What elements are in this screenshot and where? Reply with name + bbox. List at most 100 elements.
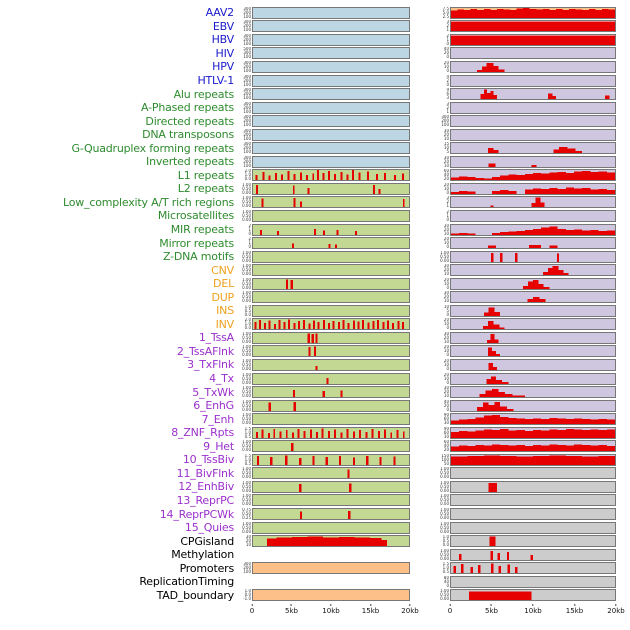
track-row: 2_TssAFlnk 1.00 0.50 0.00 20 10 0 xyxy=(0,345,630,359)
y-tick-label: 1.00 xyxy=(242,345,251,350)
y-tick-label: 90 xyxy=(443,426,449,431)
y-tick-label: 100 xyxy=(243,54,251,60)
left-track-panel-empty xyxy=(252,549,410,561)
y-tick-label: 0.50 xyxy=(440,253,449,259)
y-tick-label: 100 xyxy=(243,13,251,19)
y-tick-label: 0 xyxy=(446,244,449,250)
right-y-axis-ticks: 1.0 0.5 0.0 xyxy=(436,535,450,547)
track-row: MIR repeats 2 1 0 30 20 10 xyxy=(0,223,630,237)
y-tick-label: 80 xyxy=(443,575,449,580)
right-y-axis-ticks: 1.00 0.50 0.00 xyxy=(436,467,450,479)
y-tick-label: 4 xyxy=(446,74,449,79)
y-tick-label: 60 xyxy=(443,429,449,435)
x-axis-right-panel: 0 5kb 10kb 15kb 20kb xyxy=(448,604,625,617)
track-label: 9_Het xyxy=(203,439,234,453)
left-y-axis-ticks: 2.0 1.0 0.0 xyxy=(238,318,252,330)
signal-plot xyxy=(451,415,615,425)
y-tick-label: 200 xyxy=(243,23,251,29)
left-track-panel xyxy=(252,413,410,426)
track-row: 3_TxFlnk 1.00 0.50 0.00 20 10 0 xyxy=(0,358,630,372)
y-tick-label: 6 xyxy=(446,91,449,97)
track-label: INS xyxy=(216,304,234,318)
y-tick-label: 1.00 xyxy=(242,480,251,485)
y-tick-label: 200 xyxy=(243,145,251,151)
left-track-panel xyxy=(252,223,410,236)
signal-plot xyxy=(261,198,405,208)
y-tick-label: 40 xyxy=(443,443,449,449)
left-y-axis-ticks: 1.00 0.50 0.00 xyxy=(238,196,252,208)
y-tick-label: 30 xyxy=(245,535,251,540)
left-track-panel xyxy=(252,277,410,290)
y-tick-label: 10 xyxy=(443,298,449,304)
y-tick-label: 2 xyxy=(446,23,449,29)
right-track-panel xyxy=(450,182,616,195)
signal-plot xyxy=(255,170,404,181)
signal-plot xyxy=(451,116,615,126)
y-tick-label: 30 xyxy=(443,331,449,336)
y-tick-label: 0.5 xyxy=(244,307,251,313)
y-tick-label: 7.5 xyxy=(442,6,449,11)
y-tick-label: 0.00 xyxy=(242,379,251,385)
y-tick-label: 1.0 xyxy=(244,589,251,594)
x-tick-label: 15kb xyxy=(362,604,379,615)
right-track-panel xyxy=(450,155,616,168)
signal-plot xyxy=(253,306,409,316)
right-y-axis-ticks: 20 10 0 xyxy=(436,237,450,249)
signal-plot xyxy=(486,376,509,384)
y-tick-label: 10 xyxy=(443,271,449,277)
y-tick-label: 1.00 xyxy=(242,264,251,269)
y-tick-label: 0.50 xyxy=(242,280,251,286)
y-tick-label: 5.0 xyxy=(442,9,449,15)
signal-plot xyxy=(491,252,560,262)
left-y-axis-ticks: 1.00 0.50 0.00 xyxy=(238,345,252,357)
track-label: L1 repeats xyxy=(177,168,234,182)
y-tick-label: 0.00 xyxy=(440,257,449,263)
signal-plot xyxy=(482,321,505,330)
right-track-panel xyxy=(450,264,616,277)
left-track-panel xyxy=(252,250,410,263)
y-tick-label: 1.00 xyxy=(242,494,251,499)
right-track-panel xyxy=(450,169,616,182)
left-y-axis-ticks: 500 300 100 xyxy=(238,47,252,59)
right-track-panel xyxy=(450,291,616,304)
y-tick-label: 1.0 xyxy=(442,565,449,571)
track-label: Promoters xyxy=(179,561,235,575)
signal-plot xyxy=(487,147,583,154)
y-tick-label: 20 xyxy=(443,60,449,65)
track-label: L2 repeats xyxy=(177,182,234,196)
x-axis-left-panel: 0 5kb 10kb 15kb 20kb xyxy=(250,604,419,617)
y-tick-label: 2.5 xyxy=(442,13,449,19)
y-tick-label: 30 xyxy=(443,386,449,391)
track-row: CPGisland 30 20 10 1.0 0.5 0.0 xyxy=(0,534,630,548)
signal-plot xyxy=(459,550,533,560)
y-tick-label: 0.50 xyxy=(242,199,251,205)
y-tick-label: 50 xyxy=(443,460,449,466)
y-tick-label: 0.50 xyxy=(440,511,449,516)
right-track-panel xyxy=(450,250,616,263)
right-y-axis-ticks: 90 60 30 xyxy=(436,427,450,439)
signal-plot xyxy=(469,591,532,601)
right-track-panel xyxy=(450,521,616,534)
right-track-panel xyxy=(450,575,616,588)
signal-plot xyxy=(451,171,615,181)
track-row: EBV 300 200 100 3 2 1 xyxy=(0,20,630,34)
left-track-panel xyxy=(252,291,410,304)
y-tick-label: 0 xyxy=(446,189,449,195)
signal-plot xyxy=(307,333,318,343)
right-y-axis-ticks: 20 10 0 xyxy=(436,183,450,195)
y-tick-label: 0.5 xyxy=(244,433,251,439)
right-y-axis-ticks: 30 20 10 xyxy=(436,386,450,398)
y-tick-label: 300 xyxy=(243,142,251,147)
right-y-axis-ticks: 30 20 10 xyxy=(436,332,450,344)
left-track-panel xyxy=(252,128,410,141)
signal-plot xyxy=(326,377,329,384)
left-y-axis-ticks: 300 200 100 xyxy=(238,156,252,168)
right-y-axis-ticks: 20 10 0 xyxy=(436,278,450,290)
signal-plot xyxy=(488,163,537,167)
track-label: 3_TxFlnk xyxy=(187,358,234,372)
y-tick-label: 0 xyxy=(446,582,449,588)
y-tick-label: 0 xyxy=(446,406,449,412)
